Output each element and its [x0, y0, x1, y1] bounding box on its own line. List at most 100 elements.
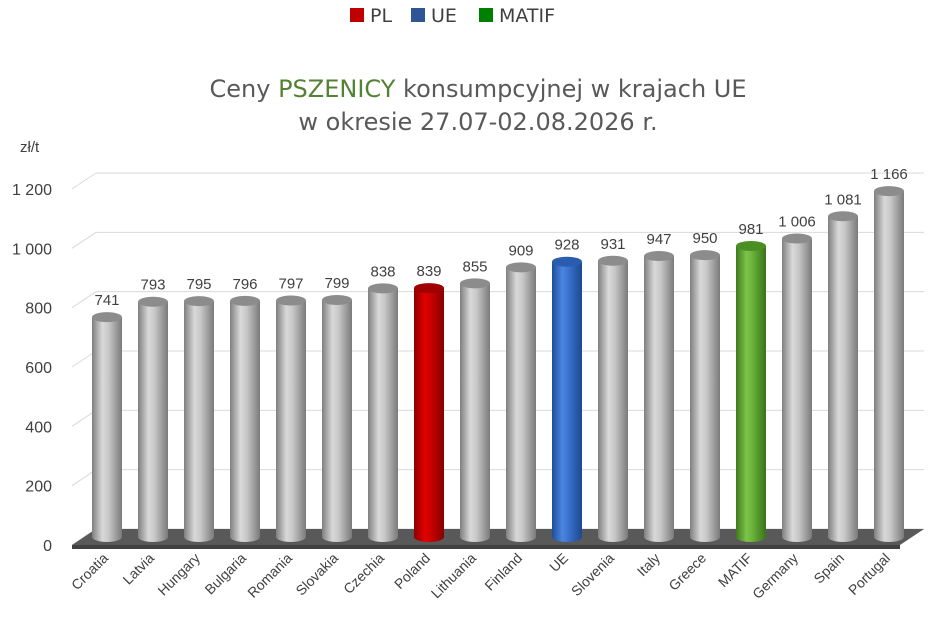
bar-body — [552, 261, 582, 542]
bar-hungary — [184, 296, 214, 542]
bar-body — [276, 300, 306, 542]
bar-cap — [690, 250, 720, 261]
y-tick-label: 400 — [25, 419, 52, 436]
bar-slovakia — [322, 294, 352, 542]
y-tick-label: 800 — [25, 301, 52, 318]
bar-cap — [782, 233, 812, 244]
data-label: 839 — [416, 263, 441, 280]
bar-body — [138, 301, 168, 542]
x-tick-label: Poland — [391, 550, 433, 592]
data-label: 909 — [508, 242, 533, 259]
bar-body — [92, 317, 122, 542]
bar-cap — [644, 251, 674, 262]
data-label: 928 — [554, 237, 579, 254]
bar-cap — [506, 262, 536, 273]
bar-body — [690, 255, 720, 542]
x-tick-label: Finland — [481, 550, 525, 594]
y-axis-unit: zł/t — [20, 139, 40, 156]
bar-cap — [736, 240, 766, 251]
bar-cap — [874, 186, 904, 197]
y-tick-label: 0 — [43, 538, 52, 555]
bar-cap — [138, 296, 168, 307]
bar-italy — [644, 251, 674, 542]
bar-croatia — [92, 312, 122, 542]
data-label: 947 — [646, 231, 671, 248]
bar-cap — [552, 256, 582, 267]
bar-finland — [506, 262, 536, 542]
data-label: 741 — [94, 292, 119, 309]
legend-swatch-ue — [411, 8, 425, 22]
data-label: 838 — [370, 263, 395, 280]
x-tick-label: Czechia — [340, 550, 387, 597]
x-tick-label: Hungary — [154, 550, 203, 599]
bar-latvia — [138, 296, 168, 542]
data-label: 796 — [232, 276, 257, 293]
data-label: 1 081 — [824, 191, 862, 208]
title-pre: Ceny — [209, 75, 278, 103]
bar-cap — [828, 211, 858, 222]
x-tick-label: MATIF — [715, 550, 755, 590]
x-tick-label: Croatia — [68, 550, 111, 593]
bar-body — [184, 301, 214, 542]
x-tick-label: Slovenia — [568, 550, 617, 599]
y-tick-label: 1 200 — [12, 182, 52, 199]
bar-body — [368, 288, 398, 542]
legend: PL UE MATIF — [350, 5, 555, 27]
x-tick-label: Latvia — [119, 550, 157, 588]
bar-lithuania — [460, 278, 490, 542]
y-tick-label: 600 — [25, 360, 52, 377]
x-tick-label: Slovakia — [292, 550, 341, 599]
legend-label-ue: UE — [431, 5, 457, 27]
bar-slovenia — [598, 255, 628, 542]
bar-cap — [92, 312, 122, 323]
gridline-side — [71, 172, 97, 190]
bar-matif — [736, 240, 766, 542]
legend-swatch-matif — [479, 8, 493, 22]
data-label: 793 — [140, 277, 165, 294]
data-label: 797 — [278, 276, 303, 293]
legend-swatch-pl — [350, 8, 364, 22]
data-label: 799 — [324, 275, 349, 292]
chart-title-line1: Ceny PSZENICY konsumpcyjnej w krajach UE — [209, 75, 746, 103]
data-label: 981 — [738, 221, 763, 238]
data-label: 855 — [462, 258, 487, 275]
y-axis-ticks: 0 200 400 600 800 1 000 1 200 — [12, 182, 52, 555]
x-tick-label: Bulgaria — [201, 550, 249, 598]
bar-body — [874, 191, 904, 542]
bar-poland — [414, 283, 444, 542]
data-labels: 741 793 795 796 797 799 838 839 855 909 928 931 947 9… — [94, 166, 907, 309]
gridline-side — [71, 231, 97, 249]
bars — [92, 186, 904, 542]
bar-germany — [782, 233, 812, 542]
legend-label-pl: PL — [370, 5, 392, 27]
data-label: 931 — [600, 236, 625, 253]
bar-body — [598, 260, 628, 542]
bar-portugal — [874, 186, 904, 542]
y-tick-label: 1 000 — [12, 241, 52, 258]
bar-bulgaria — [230, 295, 260, 542]
bar-cap — [322, 294, 352, 305]
bar-cap — [368, 283, 398, 294]
bar-cap — [230, 295, 260, 306]
bar-body — [828, 216, 858, 542]
x-tick-label: Greece — [665, 550, 709, 594]
x-tick-label: Germany — [749, 550, 801, 602]
bar-body — [322, 299, 352, 542]
bar-body — [506, 267, 536, 542]
bar-body — [644, 256, 674, 542]
bar-body — [782, 238, 812, 542]
legend-label-matif: MATIF — [499, 5, 555, 27]
x-tick-label: Spain — [810, 550, 847, 587]
bar-cap — [276, 295, 306, 306]
x-tick-label: UE — [546, 550, 571, 575]
bar-cap — [184, 296, 214, 307]
bar-greece — [690, 250, 720, 542]
data-label: 1 006 — [778, 214, 816, 231]
data-label: 950 — [692, 230, 717, 247]
y-tick-label: 200 — [25, 479, 52, 496]
bar-cap — [460, 278, 490, 289]
bar-cap — [598, 255, 628, 266]
title-post: konsumpcyjnej w krajach UE — [395, 75, 746, 103]
data-label: 1 166 — [870, 166, 908, 183]
title-highlight: PSZENICY — [278, 75, 396, 103]
